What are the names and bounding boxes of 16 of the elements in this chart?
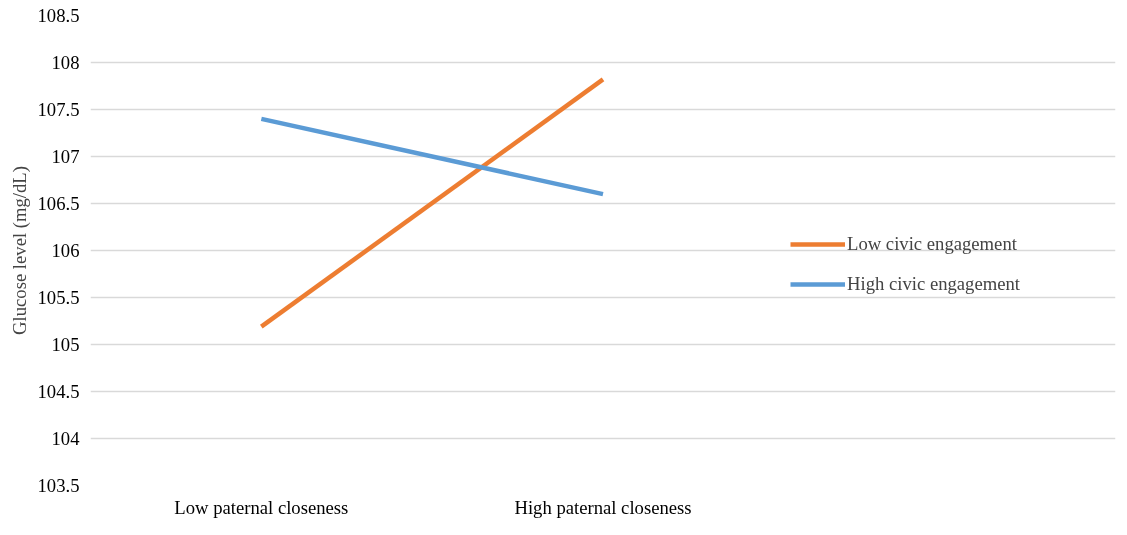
y-tick-label: 105.5 bbox=[37, 287, 80, 308]
y-tick-label: 106 bbox=[51, 240, 80, 261]
x-tick-label: Low paternal closeness bbox=[174, 496, 349, 518]
y-tick-label: 104 bbox=[51, 428, 81, 449]
y-tick-label: 107.5 bbox=[37, 99, 80, 120]
y-tick-label: 104.5 bbox=[37, 381, 80, 402]
y-tick-label: 108.5 bbox=[37, 5, 80, 26]
y-tick-label: 107 bbox=[51, 146, 80, 167]
y-tick-label: 108 bbox=[51, 52, 80, 73]
y-tick-label: 105 bbox=[51, 334, 80, 355]
x-tick-label: High paternal closeness bbox=[514, 496, 692, 518]
legend-label: High civic engagement bbox=[847, 273, 1021, 295]
y-axis-title: Glucose level (mg/dL) bbox=[8, 166, 31, 335]
y-tick-label: 106.5 bbox=[37, 193, 80, 214]
legend-label: Low civic engagement bbox=[847, 233, 1017, 255]
y-tick-label: 103.5 bbox=[37, 475, 80, 496]
